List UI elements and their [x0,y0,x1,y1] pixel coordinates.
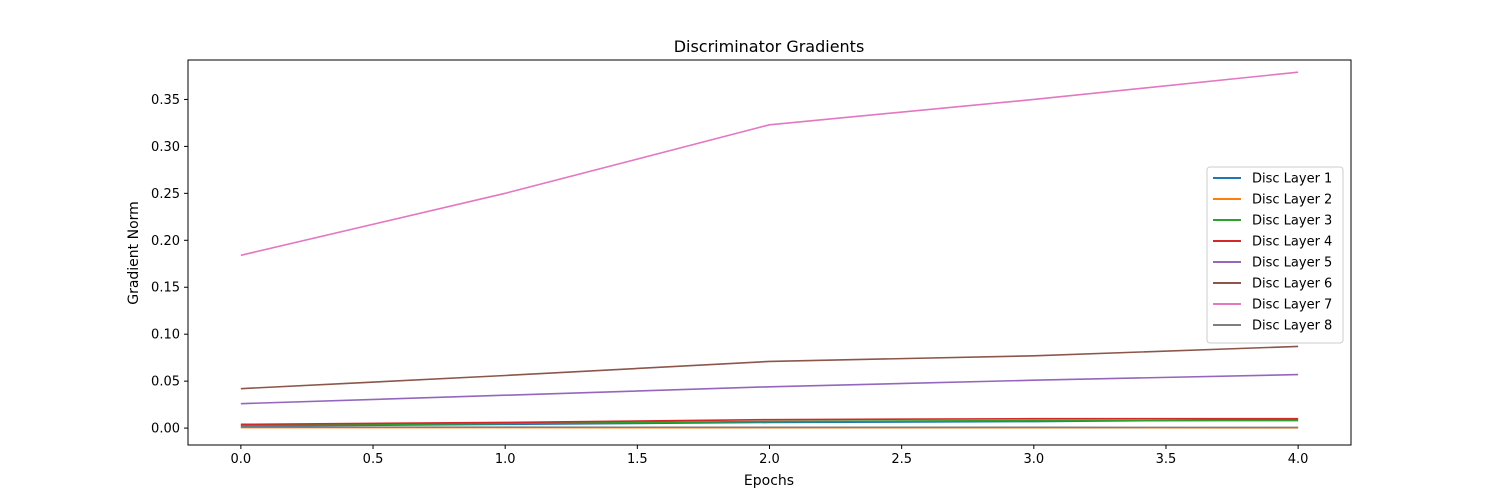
y-tick-label: 0.35 [151,93,180,108]
series-line-5 [241,375,1298,404]
x-tick-label: 3.0 [1023,452,1044,467]
legend-label-7: Disc Layer 7 [1252,298,1332,313]
x-tick-label: 0.5 [363,452,384,467]
y-tick-label: 0.20 [151,234,180,249]
y-tick-label: 0.00 [151,422,180,437]
y-tick-label: 0.05 [151,375,180,390]
y-tick-label: 0.10 [151,328,180,343]
legend-label-6: Disc Layer 6 [1252,277,1332,292]
x-tick-label: 4.0 [1288,452,1309,467]
legend-label-8: Disc Layer 8 [1252,319,1332,334]
series-line-7 [241,72,1298,255]
x-tick-label: 1.0 [495,452,516,467]
legend-label-4: Disc Layer 4 [1252,235,1332,250]
legend-label-5: Disc Layer 5 [1252,256,1332,271]
legend-label-2: Disc Layer 2 [1252,193,1332,208]
x-tick-label: 2.5 [891,452,912,467]
y-axis-label: Gradient Norm [126,201,142,305]
plot-area: 0.0 0.5 1.0 1.5 2.0 2.5 3.0 3.5 4.0 0.00 0.05 0.10 0… [151,60,1351,467]
x-tick-label: 2.0 [759,452,780,467]
x-tick-label: 3.5 [1156,452,1177,467]
legend-label-3: Disc Layer 3 [1252,214,1332,229]
x-tick-label: 1.5 [627,452,648,467]
y-tick-label: 0.15 [151,281,180,296]
x-tick-label: 0.0 [231,452,252,467]
y-tick-label: 0.25 [151,187,180,202]
x-axis-label: Epochs [744,473,794,489]
y-tick-label: 0.30 [151,140,180,155]
legend-label-1: Disc Layer 1 [1252,172,1332,187]
chart-title: Discriminator Gradients [674,37,865,56]
series-line-6 [241,346,1298,388]
